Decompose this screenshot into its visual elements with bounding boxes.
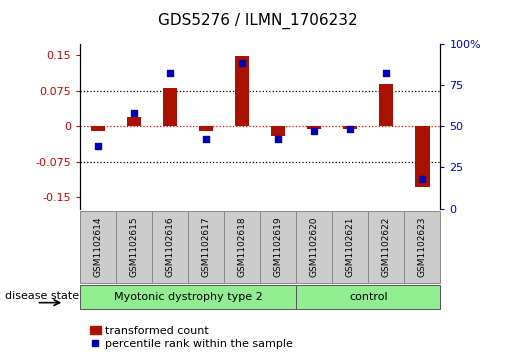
Bar: [271, 126, 285, 135]
Bar: [368, 211, 404, 283]
Bar: [224, 211, 260, 283]
Text: Myotonic dystrophy type 2: Myotonic dystrophy type 2: [114, 292, 262, 302]
Text: GSM1102616: GSM1102616: [165, 216, 175, 277]
Bar: [163, 88, 177, 126]
Bar: [91, 126, 105, 131]
Bar: [80, 211, 116, 283]
Text: GSM1102618: GSM1102618: [237, 216, 247, 277]
Bar: [307, 126, 321, 129]
Bar: [116, 211, 152, 283]
Text: GSM1102620: GSM1102620: [310, 216, 319, 277]
Text: GDS5276 / ILMN_1706232: GDS5276 / ILMN_1706232: [158, 13, 357, 29]
Bar: [199, 126, 213, 131]
Bar: [80, 285, 296, 309]
Bar: [188, 211, 224, 283]
Point: [382, 70, 390, 76]
Point: [130, 110, 138, 116]
Bar: [127, 117, 141, 126]
Bar: [260, 211, 296, 283]
Bar: [332, 211, 368, 283]
Text: disease state: disease state: [5, 291, 79, 301]
Text: control: control: [349, 292, 388, 302]
Bar: [343, 126, 357, 129]
Point: [202, 136, 210, 142]
Point: [238, 61, 246, 66]
Text: GSM1102615: GSM1102615: [129, 216, 139, 277]
Point: [166, 70, 174, 76]
Text: GSM1102614: GSM1102614: [93, 216, 102, 277]
Bar: [296, 285, 440, 309]
Text: GSM1102617: GSM1102617: [201, 216, 211, 277]
Text: GSM1102623: GSM1102623: [418, 216, 427, 277]
Point: [418, 176, 426, 182]
Bar: [415, 126, 430, 188]
Point: [94, 143, 102, 149]
Point: [346, 127, 354, 132]
Text: GSM1102621: GSM1102621: [346, 216, 355, 277]
Bar: [296, 211, 332, 283]
Text: GSM1102622: GSM1102622: [382, 216, 391, 277]
Legend: transformed count, percentile rank within the sample: transformed count, percentile rank withi…: [85, 322, 298, 354]
Bar: [379, 83, 393, 126]
Bar: [152, 211, 188, 283]
Text: GSM1102619: GSM1102619: [273, 216, 283, 277]
Point: [274, 136, 282, 142]
Bar: [235, 56, 249, 126]
Point: [310, 128, 318, 134]
Bar: [404, 211, 440, 283]
